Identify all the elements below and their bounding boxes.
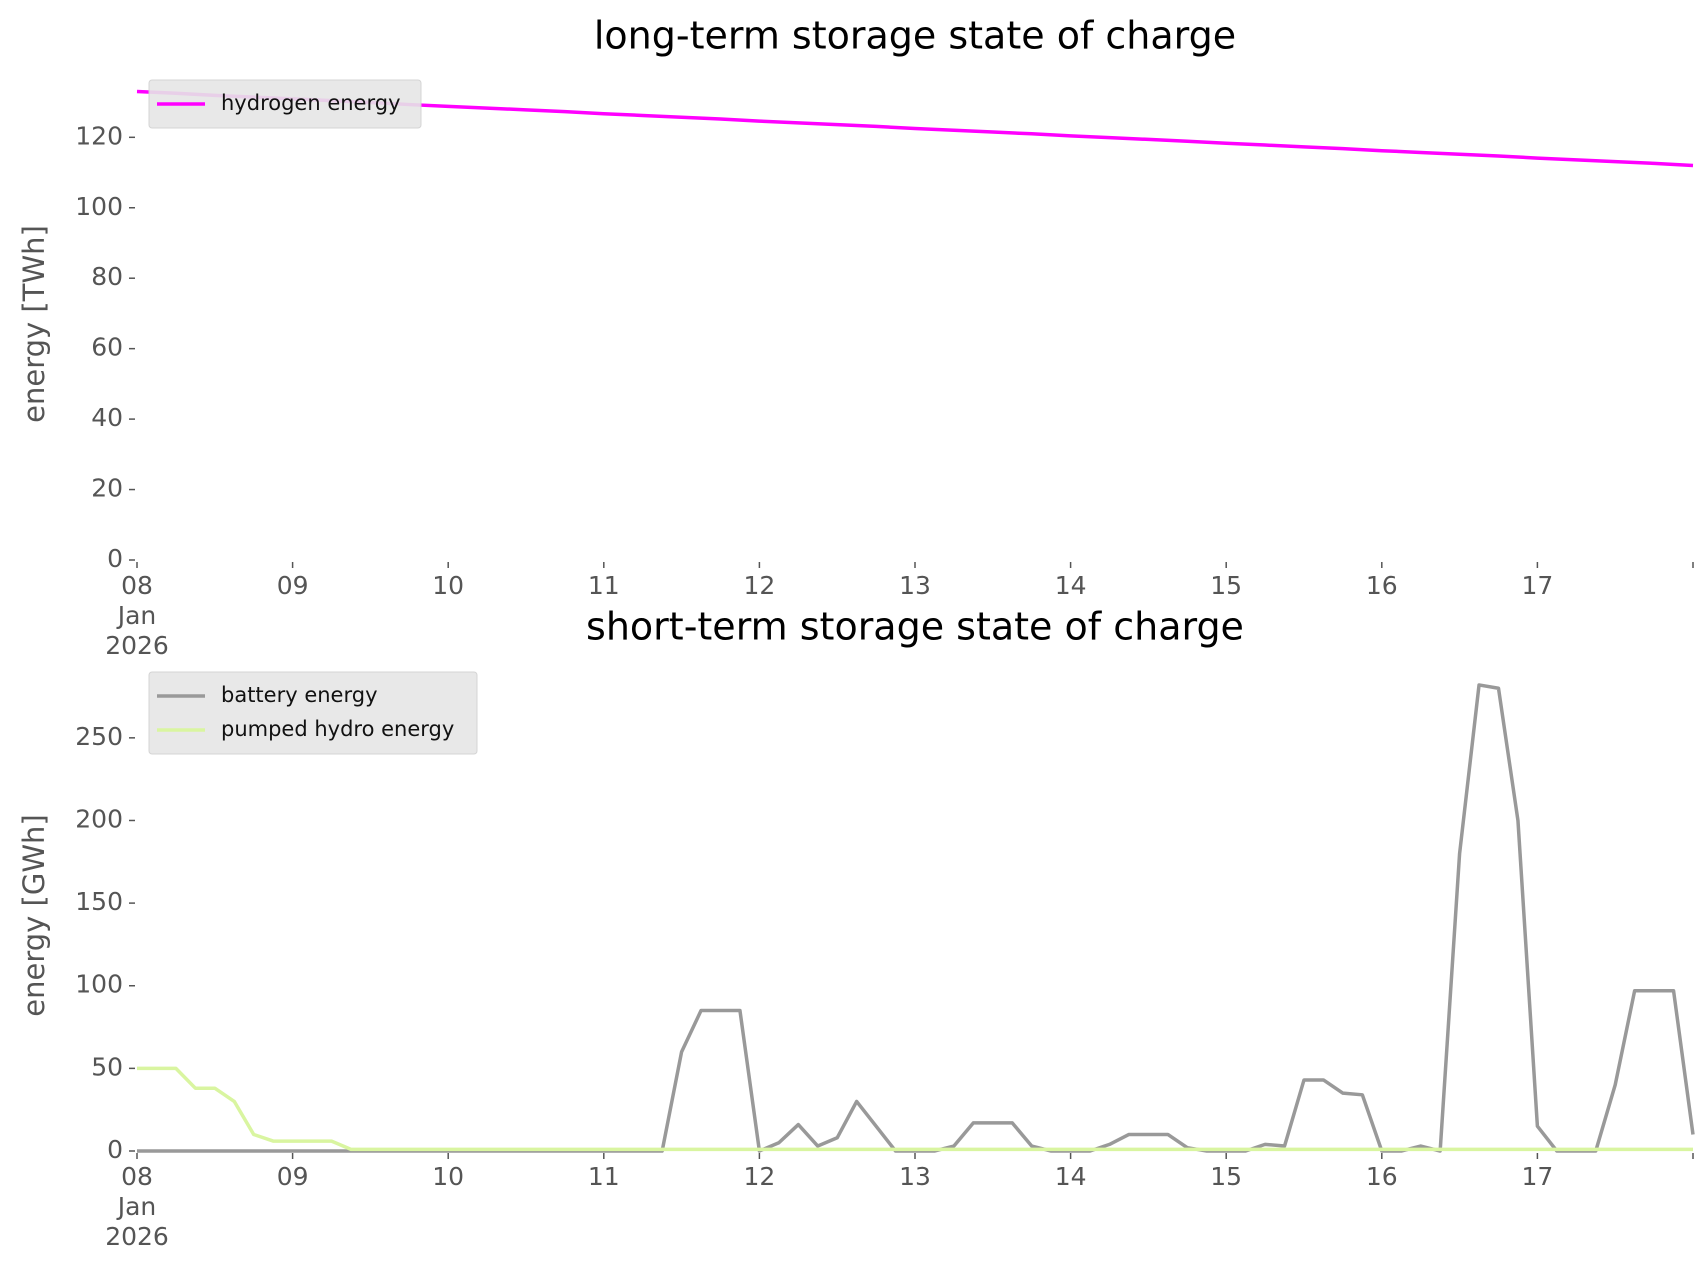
- x-tick-label: 15: [1210, 571, 1242, 600]
- x-tick-label: 16: [1366, 571, 1398, 600]
- x-tick-label: 17: [1521, 1162, 1553, 1191]
- y-axis-label: energy [TWh]: [17, 225, 51, 423]
- x-tick-label: 11: [588, 571, 620, 600]
- series-line: [137, 683, 1695, 1153]
- x-tick-label: 15: [1210, 1162, 1242, 1191]
- y-tick-label: 100: [75, 970, 123, 999]
- x-tick-label: 09: [277, 571, 309, 600]
- legend-box: [148, 671, 478, 755]
- y-tick-label: 60: [91, 333, 123, 362]
- x-tick-label: 12: [743, 571, 775, 600]
- x-tick-label: 09: [277, 1162, 309, 1191]
- series-line: [137, 1066, 1693, 1152]
- x-tick-label: 14: [1055, 1162, 1087, 1191]
- y-tick-label: 50: [91, 1052, 123, 1081]
- x-tick-label: 12: [743, 1162, 775, 1191]
- x-tick-label: 10: [432, 1162, 464, 1191]
- chart-title: long-term storage state of charge: [594, 14, 1236, 58]
- x-tick-label: 08 Jan 2026: [105, 571, 169, 660]
- legend-label: pumped hydro energy: [221, 717, 454, 741]
- legend: hydrogen energy: [148, 79, 422, 129]
- y-tick-label: 100: [75, 192, 123, 221]
- x-tick-label: 17: [1521, 571, 1553, 600]
- legend-label: hydrogen energy: [221, 91, 401, 115]
- y-tick-label: 20: [91, 474, 123, 503]
- y-tick-label: 40: [91, 403, 123, 432]
- y-tick-label: 80: [91, 262, 123, 291]
- y-tick-label: 0: [107, 544, 123, 573]
- y-tick-label: 0: [107, 1135, 123, 1164]
- y-axis-label: energy [GWh]: [17, 814, 51, 1016]
- legend-label: battery energy: [221, 683, 378, 707]
- legend: battery energy pumped hydro energy: [148, 671, 478, 755]
- x-tick-label: 14: [1055, 571, 1087, 600]
- x-tick-label: 13: [899, 571, 931, 600]
- legend-box: [148, 79, 422, 129]
- x-tick-label: 11: [588, 1162, 620, 1191]
- x-tick-label: 08 Jan 2026: [105, 1162, 169, 1251]
- chart-title: short-term storage state of charge: [586, 605, 1244, 649]
- x-tick-label: 10: [432, 571, 464, 600]
- y-tick-label: 150: [75, 887, 123, 916]
- y-tick-label: 120: [75, 121, 123, 150]
- x-tick-label: 16: [1366, 1162, 1398, 1191]
- y-tick-label: 200: [75, 804, 123, 833]
- y-tick-label: 250: [75, 722, 123, 751]
- x-tick-label: 13: [899, 1162, 931, 1191]
